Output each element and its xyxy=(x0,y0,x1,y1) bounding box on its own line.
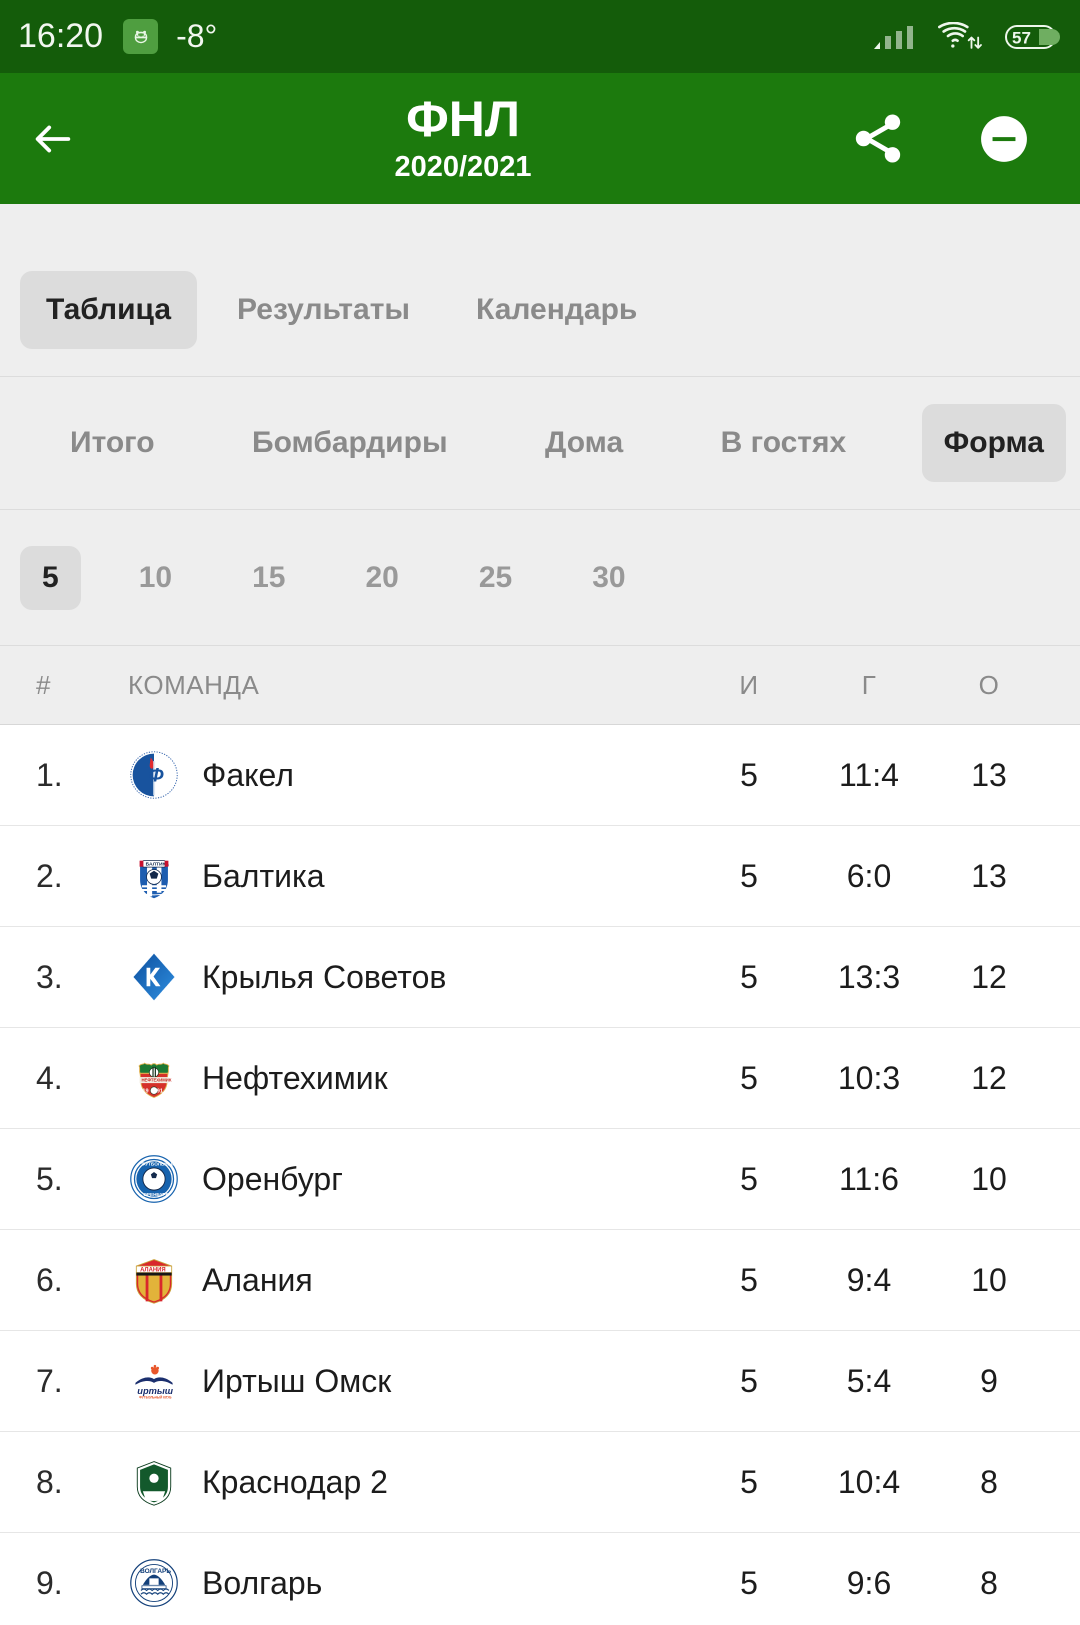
svg-text:19: 19 xyxy=(142,1088,148,1094)
svg-text:иртыш: иртыш xyxy=(137,1386,173,1396)
svg-text:АЛАНИЯ: АЛАНИЯ xyxy=(140,1267,166,1273)
svg-text:57: 57 xyxy=(1012,28,1031,47)
svg-text:Ф: Ф xyxy=(148,765,164,787)
svg-text:91: 91 xyxy=(157,1088,163,1094)
svg-text:ФУТБОЛЬНЫЙ КЛУБ: ФУТБОЛЬНЫЙ КЛУБ xyxy=(139,1396,172,1400)
svg-text:ОРЕНБУРГ: ОРЕНБУРГ xyxy=(143,1192,168,1197)
svg-text:НЕФТЕХИМИК: НЕФТЕХИМИК xyxy=(141,1078,171,1083)
svg-text:ВОЛГАРЬ: ВОЛГАРЬ xyxy=(140,1568,171,1575)
